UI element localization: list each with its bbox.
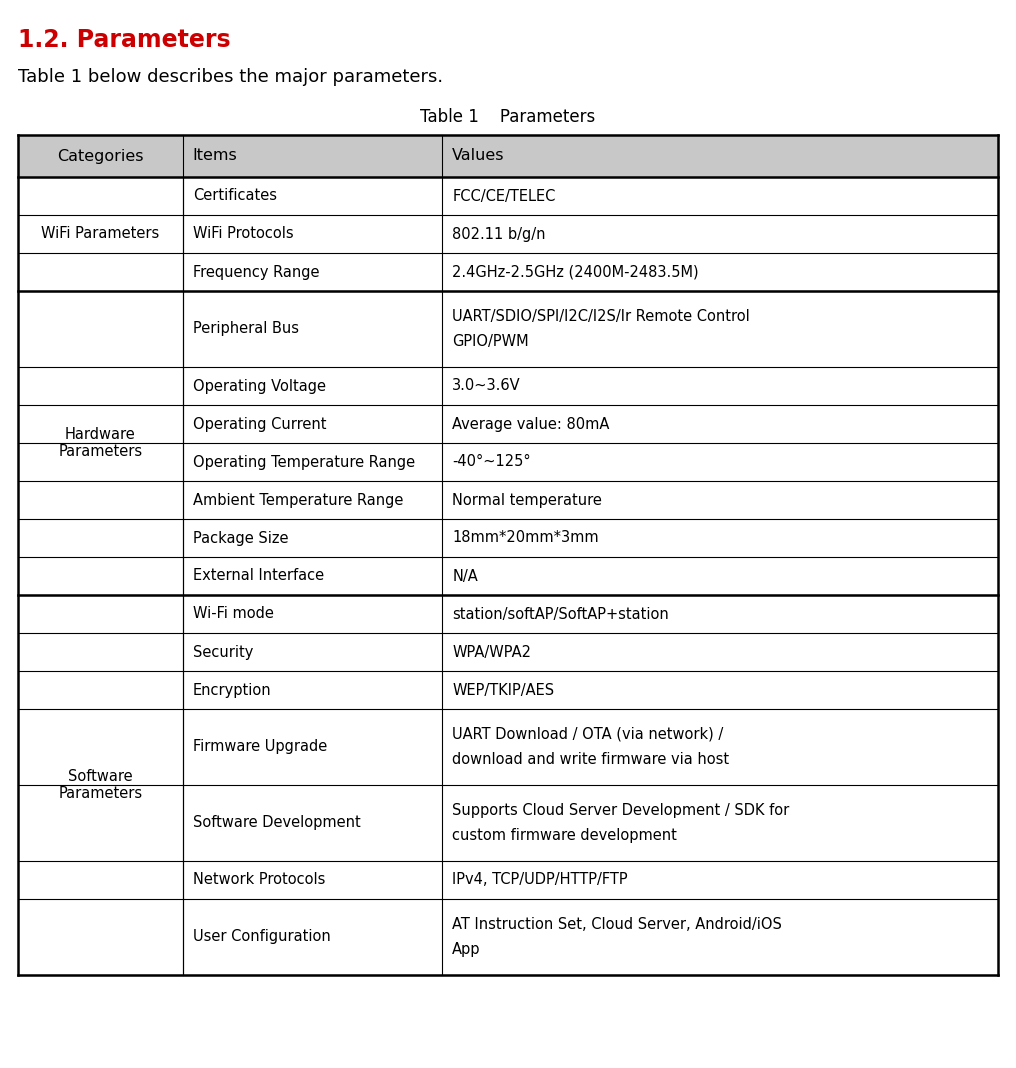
Bar	[18, 135, 998, 177]
Text: Hardware
Parameters: Hardware Parameters	[58, 427, 142, 459]
Text: Supports Cloud Server Development / SDK for: Supports Cloud Server Development / SDK …	[452, 803, 789, 818]
Text: Software Development: Software Development	[193, 816, 361, 831]
Text: Normal temperature: Normal temperature	[452, 492, 602, 507]
Text: Network Protocols: Network Protocols	[193, 873, 325, 888]
Text: GPIO/PWM: GPIO/PWM	[452, 334, 529, 349]
Text: WEP/TKIP/AES: WEP/TKIP/AES	[452, 682, 555, 697]
Text: 2.4GHz-2.5GHz (2400M-2483.5M): 2.4GHz-2.5GHz (2400M-2483.5M)	[452, 265, 699, 280]
Text: download and write firmware via host: download and write firmware via host	[452, 752, 729, 767]
Text: IPv4, TCP/UDP/HTTP/FTP: IPv4, TCP/UDP/HTTP/FTP	[452, 873, 628, 888]
Text: Values: Values	[452, 148, 505, 163]
Text: User Configuration: User Configuration	[193, 929, 330, 944]
Text: Table 1 below describes the major parameters.: Table 1 below describes the major parame…	[18, 68, 443, 87]
Text: Ambient Temperature Range: Ambient Temperature Range	[193, 492, 403, 507]
Text: Wi-Fi mode: Wi-Fi mode	[193, 607, 273, 622]
Text: App: App	[452, 942, 481, 957]
Text: Software
Parameters: Software Parameters	[58, 769, 142, 801]
Text: Package Size: Package Size	[193, 531, 289, 546]
Text: 802.11 b/g/n: 802.11 b/g/n	[452, 226, 546, 241]
Text: 3.0~3.6V: 3.0~3.6V	[452, 378, 521, 393]
Text: station/softAP/SoftAP+station: station/softAP/SoftAP+station	[452, 607, 670, 622]
Text: Table 1    Parameters: Table 1 Parameters	[421, 108, 595, 126]
Text: 1.2. Parameters: 1.2. Parameters	[18, 28, 231, 52]
Text: FCC/CE/TELEC: FCC/CE/TELEC	[452, 188, 556, 204]
Text: UART Download / OTA (via network) /: UART Download / OTA (via network) /	[452, 727, 723, 742]
Text: N/A: N/A	[452, 568, 479, 583]
Text: Operating Current: Operating Current	[193, 417, 326, 431]
Text: Certificates: Certificates	[193, 188, 276, 204]
Text: Firmware Upgrade: Firmware Upgrade	[193, 739, 327, 754]
Text: External Interface: External Interface	[193, 568, 324, 583]
Text: -40°~125°: -40°~125°	[452, 455, 531, 470]
Text: Categories: Categories	[57, 148, 143, 163]
Text: Average value: 80mA: Average value: 80mA	[452, 417, 610, 431]
Text: Operating Temperature Range: Operating Temperature Range	[193, 455, 415, 470]
Text: 18mm*20mm*3mm: 18mm*20mm*3mm	[452, 531, 599, 546]
Text: Items: Items	[193, 148, 238, 163]
Text: Operating Voltage: Operating Voltage	[193, 378, 326, 393]
Text: Peripheral Bus: Peripheral Bus	[193, 321, 299, 336]
Text: UART/SDIO/SPI/I2C/I2S/Ir Remote Control: UART/SDIO/SPI/I2C/I2S/Ir Remote Control	[452, 309, 750, 324]
Text: Encryption: Encryption	[193, 682, 271, 697]
Text: Security: Security	[193, 644, 253, 660]
Text: WPA/WPA2: WPA/WPA2	[452, 644, 531, 660]
Text: Frequency Range: Frequency Range	[193, 265, 319, 280]
Text: WiFi Parameters: WiFi Parameters	[42, 226, 160, 241]
Text: WiFi Protocols: WiFi Protocols	[193, 226, 294, 241]
Text: AT Instruction Set, Cloud Server, Android/iOS: AT Instruction Set, Cloud Server, Androi…	[452, 916, 782, 932]
Text: custom firmware development: custom firmware development	[452, 828, 678, 843]
